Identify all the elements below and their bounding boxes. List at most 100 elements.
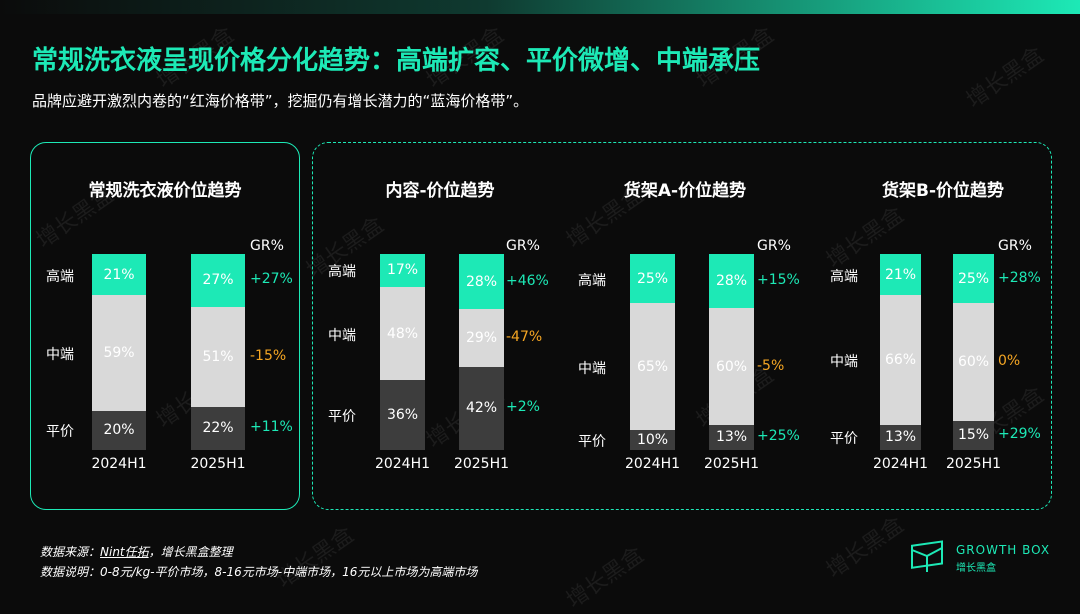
bar-value-label: 48% — [386, 325, 419, 342]
channel-charts-panel — [312, 142, 1052, 510]
bar-value-label: 28% — [465, 273, 498, 290]
bar-segment: 22% — [191, 406, 245, 450]
watermark-text: 增长黑盒 — [822, 512, 909, 584]
bar-value-label: 21% — [884, 266, 917, 283]
bar-segment: 60% — [953, 303, 994, 421]
bar-segment: 66% — [880, 295, 921, 425]
bar-segment: 51% — [191, 306, 245, 407]
bar-value-label: 36% — [386, 407, 419, 424]
series-label: 平价 — [578, 434, 606, 451]
series-label: 高端 — [328, 264, 356, 281]
bar-value-label: 51% — [202, 348, 234, 365]
page-title: 常规洗衣液呈现价格分化趋势：高端扩容、平价微增、中端承压 — [32, 46, 761, 76]
series-label: 平价 — [830, 431, 858, 448]
bar-segment: 48% — [380, 286, 425, 381]
bar-value-label: 15% — [957, 427, 990, 444]
chart-title: 货架A-价位趋势 — [623, 181, 747, 201]
bar-segment: 15% — [953, 420, 994, 450]
bar-segment: 29% — [459, 309, 504, 367]
bar-segment: 60% — [709, 308, 754, 425]
bar-value-label: 17% — [386, 262, 419, 279]
bar-segment: 21% — [92, 254, 146, 296]
x-tick-label: 2025H1 — [703, 456, 760, 472]
gr-header: GR% — [757, 238, 791, 254]
series-label: 中端 — [46, 346, 74, 363]
logo-text: GROWTH BOX — [956, 543, 1051, 557]
footer-source-suffix: ，增长黑盒整理 — [148, 545, 233, 559]
growth-rate-label: +2% — [506, 399, 540, 416]
watermark-text: 增长黑盒 — [562, 542, 649, 614]
bar-value-label: 10% — [636, 432, 669, 449]
gr-header: GR% — [998, 238, 1032, 254]
series-label: 中端 — [578, 360, 606, 377]
bar-value-label: 29% — [465, 330, 498, 347]
growth-rate-label: +15% — [757, 272, 800, 289]
growth-rate-label: -47% — [506, 329, 543, 346]
series-label: 高端 — [830, 268, 858, 285]
series-label: 平价 — [46, 424, 74, 441]
x-tick-label: 2024H1 — [872, 456, 929, 472]
footer-source-link[interactable]: Nint任拓 — [100, 545, 149, 559]
bar-segment: 27% — [191, 254, 245, 307]
bar-value-label: 66% — [884, 351, 917, 368]
bar-segment: 28% — [709, 254, 754, 309]
bar-segment: 25% — [953, 254, 994, 303]
footer-source-prefix: 数据来源： — [40, 545, 101, 559]
bar-segment: 59% — [92, 295, 146, 411]
footer-source: 数据来源：Nint任拓，增长黑盒整理 — [40, 543, 233, 560]
bar-value-label: 28% — [715, 273, 748, 290]
growth-rate-label: +28% — [998, 269, 1041, 286]
bar-segment: 20% — [92, 410, 146, 450]
x-tick-label: 2025H1 — [190, 456, 246, 472]
bar-segment: 65% — [630, 303, 675, 431]
chart-title: 内容-价位趋势 — [385, 181, 495, 201]
growth-rate-label: 0% — [998, 352, 1021, 369]
top-gradient-bar — [0, 0, 1080, 14]
bar-segment: 36% — [380, 380, 425, 450]
bar-value-label: 20% — [103, 422, 135, 439]
bar-value-label: 60% — [715, 358, 748, 375]
series-label: 高端 — [46, 268, 74, 285]
bar-segment: 13% — [709, 424, 754, 450]
growth-rate-label: -15% — [250, 347, 287, 364]
watermark-text: 增长黑盒 — [272, 522, 359, 594]
bar-segment: 28% — [459, 254, 504, 310]
growth-rate-label: +25% — [757, 428, 800, 445]
bar-value-label: 21% — [103, 266, 135, 283]
page-subtitle: 品牌应避开激烈内卷的“红海价格带”，挖掘仍有增长潜力的“蓝海价格带”。 — [32, 92, 529, 110]
series-label: 高端 — [578, 272, 606, 289]
bar-value-label: 25% — [957, 270, 990, 287]
footer-note: 数据说明：0-8元/kg-平价市场，8-16元市场-中端市场，16元以上市场为高… — [40, 565, 478, 579]
bar-value-label: 60% — [957, 353, 990, 370]
bar-value-label: 22% — [202, 420, 234, 437]
bar-value-label: 65% — [636, 358, 669, 375]
bar-segment: 21% — [880, 254, 921, 296]
x-tick-label: 2024H1 — [374, 456, 431, 472]
bar-value-label: 42% — [465, 400, 498, 417]
chart-title: 货架B-价位趋势 — [881, 181, 1005, 201]
logo-subtext: 增长黑盒 — [956, 563, 996, 574]
chart-title: 常规洗衣液价位趋势 — [88, 181, 242, 201]
bar-value-label: 13% — [715, 429, 748, 446]
x-tick-label: 2024H1 — [624, 456, 681, 472]
bar-segment: 42% — [459, 366, 504, 450]
series-label: 平价 — [328, 409, 356, 426]
growth-rate-label: +27% — [250, 271, 293, 288]
x-tick-label: 2025H1 — [453, 456, 510, 472]
series-label: 中端 — [830, 353, 858, 370]
gr-header: GR% — [250, 238, 284, 254]
bar-value-label: 59% — [103, 344, 135, 361]
growth-rate-label: +46% — [506, 272, 549, 289]
gr-header: GR% — [506, 238, 540, 254]
bar-segment: 13% — [880, 424, 921, 450]
overall-chart-panel — [30, 142, 300, 510]
growth-box-logo-icon — [911, 540, 943, 572]
series-label: 中端 — [328, 327, 356, 344]
bar-segment: 10% — [630, 430, 675, 450]
x-tick-label: 2025H1 — [945, 456, 1002, 472]
bar-value-label: 27% — [202, 272, 234, 289]
watermark-text: 增长黑盒 — [962, 42, 1049, 114]
growth-rate-label: +11% — [250, 419, 293, 436]
x-tick-label: 2024H1 — [91, 456, 147, 472]
growth-rate-label: +29% — [998, 426, 1041, 443]
